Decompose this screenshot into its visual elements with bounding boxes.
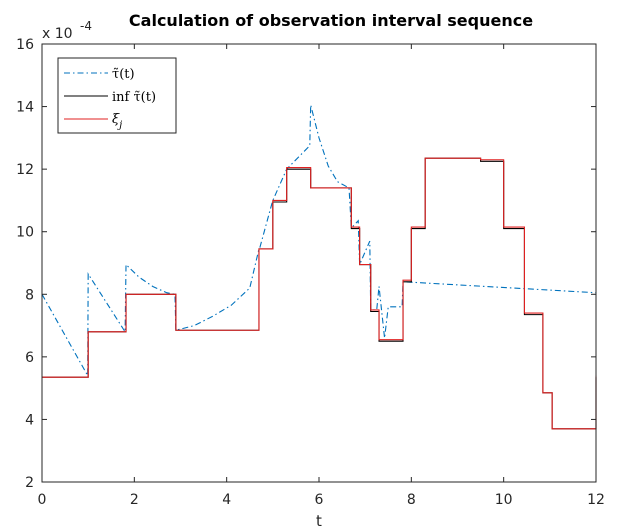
series-tau-line bbox=[41, 104, 597, 378]
legend-label-inf: inf τ̃(t) bbox=[112, 90, 156, 105]
legend: τ̃(t) inf τ̃(t) ξj bbox=[57, 57, 177, 134]
x-tick-label-3: 6 bbox=[315, 492, 324, 508]
x-axis-label: t bbox=[316, 512, 322, 530]
chart-title: Calculation of observation interval sequ… bbox=[129, 11, 533, 30]
y-tick-label-6: 14 bbox=[16, 100, 34, 116]
series-layer bbox=[41, 104, 597, 430]
legend-label-xi-sub: j bbox=[117, 120, 122, 131]
y-tick-label-3: 8 bbox=[25, 287, 34, 303]
y-tick-label-1: 4 bbox=[25, 412, 34, 428]
axis-scale-label: x 10 -4 bbox=[42, 19, 92, 42]
axis-scale-base: x 10 bbox=[42, 26, 73, 42]
x-tick-label-0: 0 bbox=[38, 492, 47, 508]
y-tick-label-5: 12 bbox=[16, 162, 34, 178]
y-tick-label-4: 10 bbox=[16, 225, 34, 241]
y-tick-label-7: 16 bbox=[16, 37, 34, 53]
x-tick-label-1: 2 bbox=[130, 492, 139, 508]
legend-label-xi-main: ξ bbox=[112, 112, 120, 127]
x-tick-label-2: 4 bbox=[222, 492, 231, 508]
legend-label-tau: τ̃(t) bbox=[112, 67, 135, 82]
y-tick-label-2: 6 bbox=[25, 350, 34, 366]
x-tick-label-6: 12 bbox=[587, 492, 605, 508]
x-tick-label-5: 10 bbox=[495, 492, 513, 508]
legend-label-xi: ξj bbox=[112, 112, 122, 131]
series-xi-line bbox=[42, 157, 597, 430]
y-tick-label-0: 2 bbox=[25, 475, 34, 491]
axis-scale-exponent: -4 bbox=[80, 19, 92, 33]
x-tick-label-4: 8 bbox=[407, 492, 416, 508]
